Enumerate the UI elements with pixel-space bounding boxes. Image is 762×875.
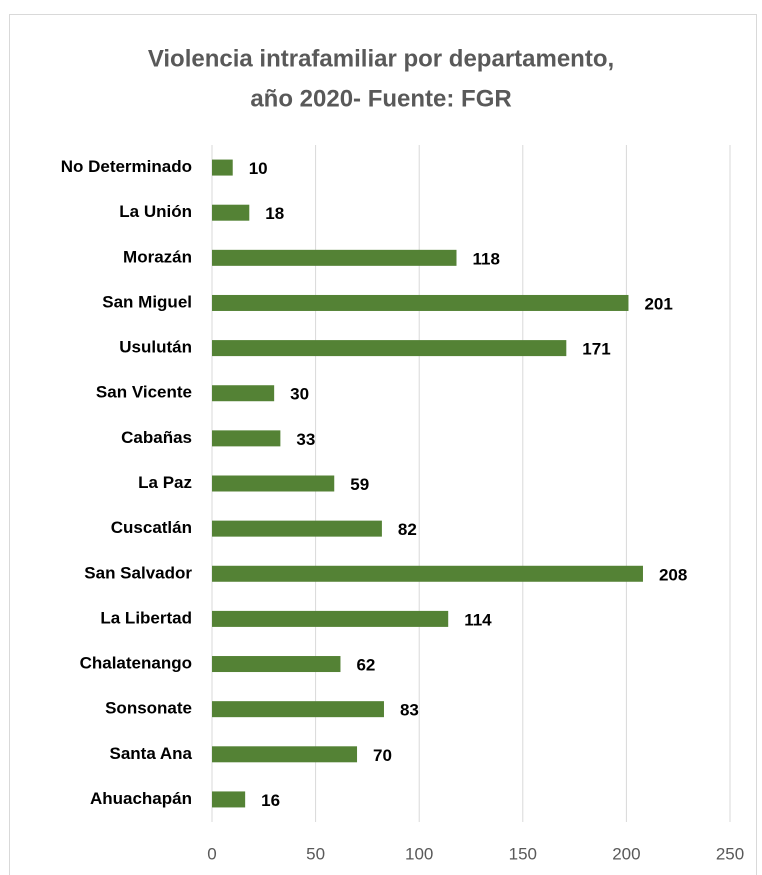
bar bbox=[212, 520, 382, 537]
bar bbox=[212, 746, 358, 763]
y-tick-label: Usulután bbox=[119, 338, 192, 357]
bar bbox=[212, 610, 449, 627]
data-label: 16 bbox=[261, 791, 280, 810]
bar bbox=[212, 430, 281, 447]
bar bbox=[212, 159, 233, 176]
bar bbox=[212, 249, 457, 266]
bar bbox=[212, 701, 384, 718]
bar bbox=[212, 340, 567, 357]
y-tick-label: San Miguel bbox=[102, 292, 192, 311]
y-tick-label: Cuscatlán bbox=[111, 518, 192, 537]
x-tick-label: 150 bbox=[509, 844, 537, 863]
data-label: 30 bbox=[290, 385, 309, 404]
y-tick-label: La Libertad bbox=[100, 608, 192, 627]
bar bbox=[212, 294, 629, 311]
data-label: 118 bbox=[472, 249, 499, 268]
data-label: 59 bbox=[350, 475, 369, 494]
x-tick-label: 200 bbox=[612, 844, 640, 863]
bar bbox=[212, 475, 335, 492]
y-tick-label: Sonsonate bbox=[105, 699, 192, 718]
y-tick-label: Chalatenango bbox=[80, 654, 192, 673]
y-tick-label: La Paz bbox=[138, 473, 192, 492]
bar bbox=[212, 656, 341, 673]
data-label: 82 bbox=[398, 520, 417, 539]
data-label: 70 bbox=[373, 746, 392, 765]
data-label: 171 bbox=[582, 340, 610, 359]
x-tick-label: 50 bbox=[306, 844, 325, 863]
data-label: 18 bbox=[265, 204, 284, 223]
x-tick-label: 0 bbox=[207, 844, 216, 863]
bar bbox=[212, 385, 275, 402]
y-tick-label: Cabañas bbox=[121, 428, 192, 447]
y-tick-label: San Salvador bbox=[84, 563, 192, 582]
y-tick-label: No Determinado bbox=[61, 157, 192, 176]
y-tick-label: Ahuachapán bbox=[90, 789, 192, 808]
data-label: 33 bbox=[296, 430, 315, 449]
chart-title: Violencia intrafamiliar por departamento… bbox=[148, 45, 614, 72]
bar bbox=[212, 204, 250, 221]
chart-frame bbox=[9, 14, 757, 875]
x-tick-label: 100 bbox=[405, 844, 433, 863]
y-tick-label: San Vicente bbox=[96, 383, 192, 402]
data-label: 208 bbox=[659, 565, 687, 584]
data-label: 83 bbox=[400, 701, 419, 720]
y-tick-label: La Unión bbox=[119, 202, 192, 221]
x-tick-label: 250 bbox=[716, 844, 744, 863]
y-tick-label: Santa Ana bbox=[109, 744, 192, 763]
data-label: 114 bbox=[464, 610, 492, 629]
y-tick-label: Morazán bbox=[123, 247, 192, 266]
data-label: 201 bbox=[644, 294, 672, 313]
bar bbox=[212, 791, 246, 808]
bar bbox=[212, 565, 643, 582]
data-label: 10 bbox=[249, 159, 268, 178]
chart-title: año 2020- Fuente: FGR bbox=[250, 85, 511, 112]
data-label: 62 bbox=[356, 656, 375, 675]
